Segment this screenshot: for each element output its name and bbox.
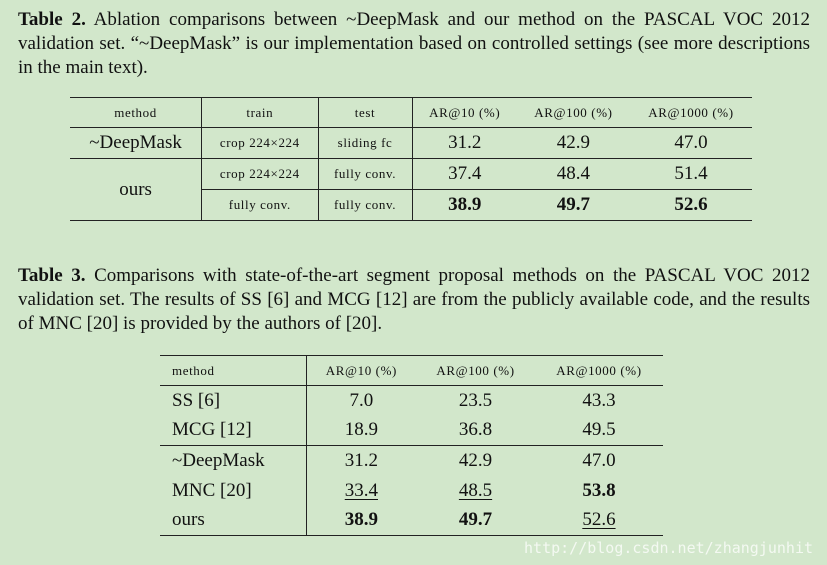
- table2-cell-ar1000: 51.4: [629, 158, 752, 190]
- table3-cell-ar100: 49.7: [416, 505, 535, 536]
- table3-cell-ar1000: 49.5: [582, 419, 616, 441]
- table3-row: ours 38.9 49.7 52.6: [160, 505, 663, 536]
- table2-cell-test-text: sliding fc: [337, 135, 393, 150]
- table3-cell-ar1000: 47.0: [534, 445, 663, 476]
- table2-cell-ar1000: 52.6: [629, 189, 752, 221]
- table3-cell-ar1000: 43.3: [534, 385, 663, 416]
- table2-header-method: method: [70, 97, 203, 128]
- table3-cell-ar10: 33.4: [344, 479, 378, 501]
- table3: method AR@10 (%) AR@100 (%) AR@1000 (%) …: [160, 355, 663, 536]
- table3-cell-method: SS [6]: [160, 385, 307, 416]
- table2-cell-test: fully conv.: [318, 189, 413, 221]
- table3-cell-ar1000: 52.6: [534, 505, 663, 536]
- table2-row: ours crop 224×224 fully conv. 37.4 48.4 …: [70, 158, 752, 221]
- table2-cell-ar100: 49.7: [516, 189, 630, 221]
- table2-row: ~DeepMask crop 224×224 sliding fc 31.2 4…: [70, 127, 752, 159]
- table3-cell-ar10: 31.2: [306, 445, 417, 476]
- table3-cell-ar10: 38.9: [306, 505, 417, 536]
- table2-caption-text: Ablation comparisons between ~DeepMask a…: [18, 9, 810, 78]
- table2-cell-method: ~DeepMask: [70, 127, 203, 159]
- table2-cell-ar10: 38.9: [412, 189, 517, 221]
- table2-cell-train: crop 224×224: [201, 127, 319, 159]
- watermark: http://blog.csdn.net/zhangjunhit: [524, 539, 813, 557]
- table3-cell-ar100: 48.5: [458, 479, 493, 501]
- table2-cell-ar10: 31.2: [412, 127, 517, 159]
- table3-caption-text: Comparisons with state-of-the-art segmen…: [18, 265, 810, 334]
- table3-header-row: method AR@10 (%) AR@100 (%) AR@1000 (%): [160, 355, 663, 386]
- table2-cell-ar1000: 47.0: [629, 127, 752, 159]
- table3-cell-ar100: 23.5: [416, 385, 535, 416]
- table2-cell-test: fully conv.: [318, 158, 413, 190]
- table2-cell-train: crop 224×224: [201, 158, 319, 190]
- table2-row: fully conv. fully conv. 38.9 49.7 52.6: [70, 189, 752, 221]
- table3-cell-ar1000: 53.8: [582, 479, 616, 501]
- table2-cell-method: ours: [70, 158, 203, 221]
- table3-header-ar10: AR@10 (%): [306, 355, 417, 386]
- table2-cell-train: fully conv.: [201, 189, 319, 221]
- table3-cell-method: ours: [160, 505, 307, 536]
- table2-cell-ar100: 48.4: [516, 158, 630, 190]
- table3-cell-ar10: 7.0: [306, 385, 417, 416]
- table3-row: ~DeepMask 31.2 42.9 47.0: [160, 445, 663, 476]
- table2-cell-test: sliding fc: [318, 127, 413, 159]
- table3-cell-method: MCG [12]: [160, 415, 307, 446]
- table3-cell-ar10: 18.9: [344, 419, 378, 441]
- table3-row: SS [6] 7.0 23.5 43.3: [160, 385, 663, 416]
- table3-row: MNC [20] 33.4 48.5 53.8: [160, 475, 663, 506]
- table3-header-ar1000: AR@1000 (%): [534, 355, 663, 386]
- table2: method train test AR@10 (%) AR@100 (%) A…: [70, 97, 752, 221]
- table2-caption: Table 2. Ablation comparisons between ~D…: [18, 8, 810, 80]
- table2-caption-label: Table 2.: [18, 9, 86, 30]
- table3-row: MCG [12] 18.9 36.8 49.5: [160, 415, 663, 446]
- table3-cell-ar100: 36.8: [458, 419, 493, 441]
- table2-header-row: method train test AR@10 (%) AR@100 (%) A…: [70, 97, 752, 128]
- table3-header-method: method: [160, 355, 307, 386]
- table2-header-ar10: AR@10 (%): [412, 97, 517, 128]
- table3-cell-method: ~DeepMask: [160, 445, 307, 476]
- table2-header-ar100: AR@100 (%): [516, 97, 630, 128]
- table3-cell-method: MNC [20]: [160, 475, 307, 506]
- table2-cell-ar100: 42.9: [516, 127, 630, 159]
- table2-cell-ar10: 37.4: [412, 158, 517, 190]
- table3-caption-label: Table 3.: [18, 265, 86, 286]
- table3-cell-ar100: 42.9: [416, 445, 535, 476]
- table3-header-ar100: AR@100 (%): [416, 355, 535, 386]
- table2-header-ar1000: AR@1000 (%): [629, 97, 752, 128]
- table2-header-test: test: [318, 97, 413, 128]
- table3-caption: Table 3. Comparisons with state-of-the-a…: [18, 264, 810, 336]
- table2-header-train: train: [201, 97, 319, 128]
